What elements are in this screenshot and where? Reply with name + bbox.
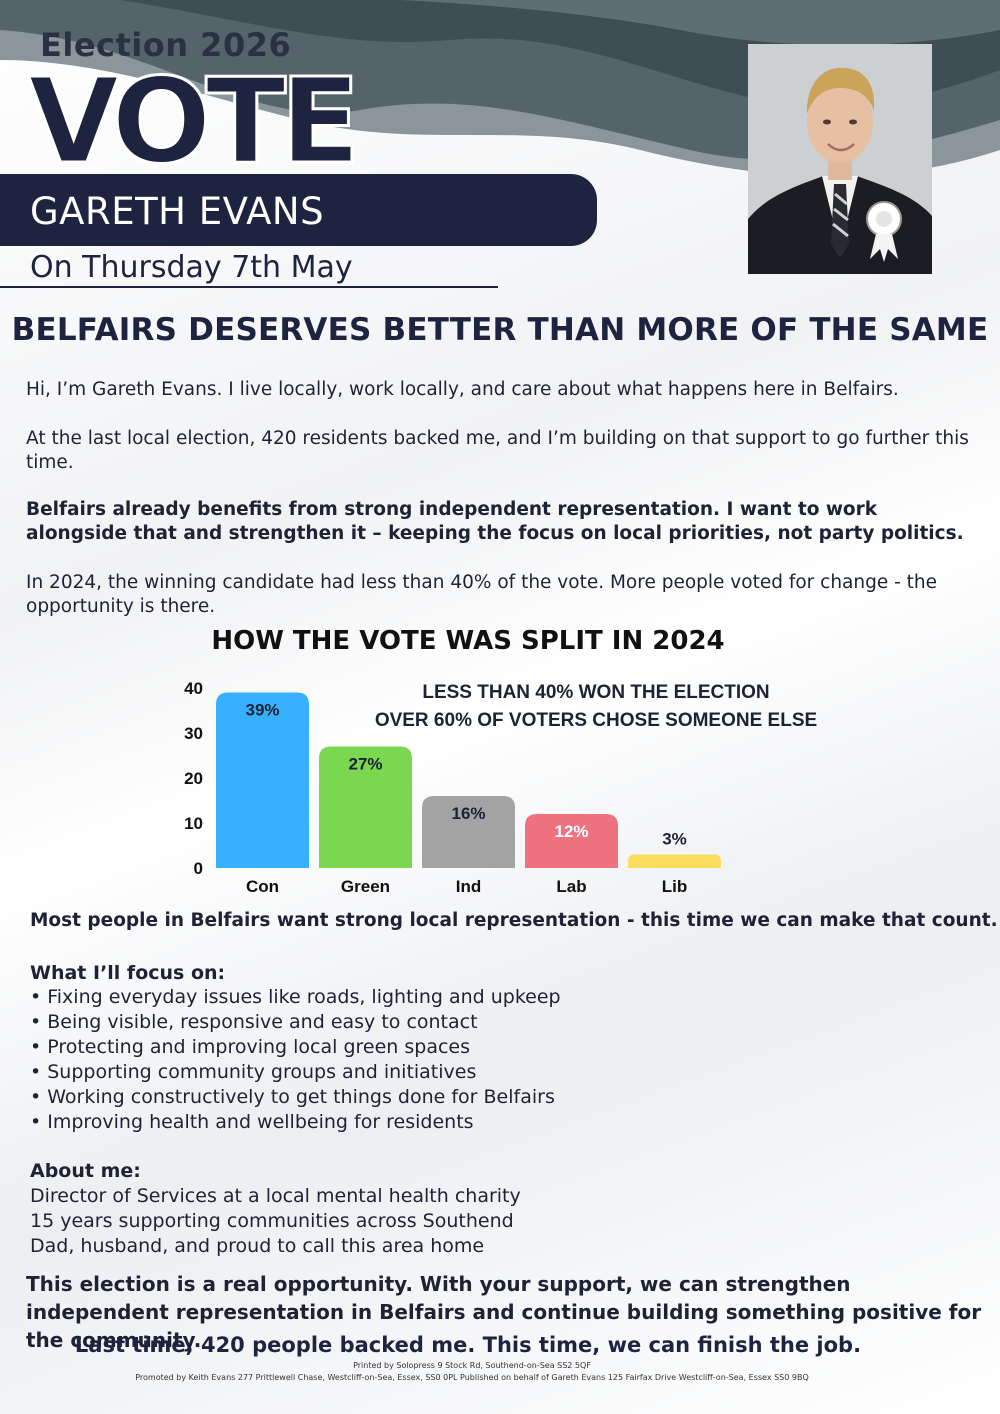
focus-heading: What I’ll focus on: [30,962,226,984]
list-item: Being visible, responsive and easy to co… [30,1010,561,1035]
list-item: 15 years supporting communities across S… [30,1210,514,1232]
list-item: Fixing everyday issues like roads, light… [30,985,560,1010]
x-category-label: Con [246,877,279,896]
y-tick-label: 0 [194,859,203,878]
x-category-label: Lib [662,877,688,896]
name-banner [0,174,597,246]
chart-annotation-line-1: LESS THAN 40% WON THE ELECTION [422,682,769,703]
bar-value-label: 27% [348,755,382,774]
chart-title: HOW THE VOTE WAS SPLIT IN 2024 [211,626,725,656]
y-tick-label: 20 [184,769,203,788]
intro-paragraph-3: Belfairs already benefits from strong in… [26,499,964,544]
candidate-photo [748,44,932,274]
bar-value-label: 12% [554,822,588,841]
about-list: Director of Services at a local mental h… [30,1184,521,1259]
bar-ind [422,796,515,868]
y-tick-label: 30 [184,724,203,743]
y-tick-label: 40 [184,679,203,698]
y-tick-label: 10 [184,814,203,833]
about-heading: About me: [30,1160,141,1182]
bar-green [319,746,412,868]
main-headline: BELFAIRS DESERVES BETTER THAN MORE OF TH… [11,312,989,348]
closing-paragraph: This election is a real opportunity. Wit… [26,1272,982,1352]
list-item: Working constructively to get things don… [30,1085,561,1110]
bar-value-label: 39% [245,701,279,720]
list-item: Supporting community groups and initiati… [30,1060,561,1085]
x-category-label: Ind [456,877,482,896]
list-item: Protecting and improving local green spa… [30,1035,561,1060]
vote-heading: VOTE [27,52,363,190]
x-category-label: Lab [556,877,586,896]
list-item: Director of Services at a local mental h… [30,1185,521,1207]
election-date: On Thursday 7th May [30,250,353,285]
focus-list: Fixing everyday issues like roads, light… [30,985,561,1135]
promoted-by-imprint: Promoted by Keith Evans 277 Prittlewell … [135,1373,809,1382]
chart-annotation-line-2: OVER 60% OF VOTERS CHOSE SOMEONE ELSE [375,710,817,731]
intro-paragraph-4: In 2024, the winning candidate had less … [26,572,938,617]
intro-paragraph-1: Hi, I’m Gareth Evans. I live locally, wo… [26,379,899,400]
list-item: Dad, husband, and proud to call this are… [30,1235,485,1257]
vote-split-chart: LESS THAN 40% WON THE ELECTION OVER 60% … [184,679,817,896]
bar-lib [628,854,721,868]
candidate-name: GARETH EVANS [30,190,325,233]
local-representation-statement: Most people in Belfairs want strong loca… [30,910,998,931]
bar-value-label: 3% [662,830,687,849]
printed-by-imprint: Printed by Solopress 9 Stock Rd, Southen… [353,1361,591,1370]
bar-con [216,692,309,868]
date-underline [0,286,498,288]
election-year: Election 2026 [40,26,292,64]
x-category-label: Green [341,877,390,896]
intro-paragraph-2: At the last local election, 420 resident… [26,428,969,473]
list-item: Improving health and wellbeing for resid… [30,1110,561,1135]
finish-the-job-line: Last time, 420 people backed me. This ti… [74,1333,862,1357]
bar-value-label: 16% [451,804,485,823]
bar-lab [525,814,618,868]
